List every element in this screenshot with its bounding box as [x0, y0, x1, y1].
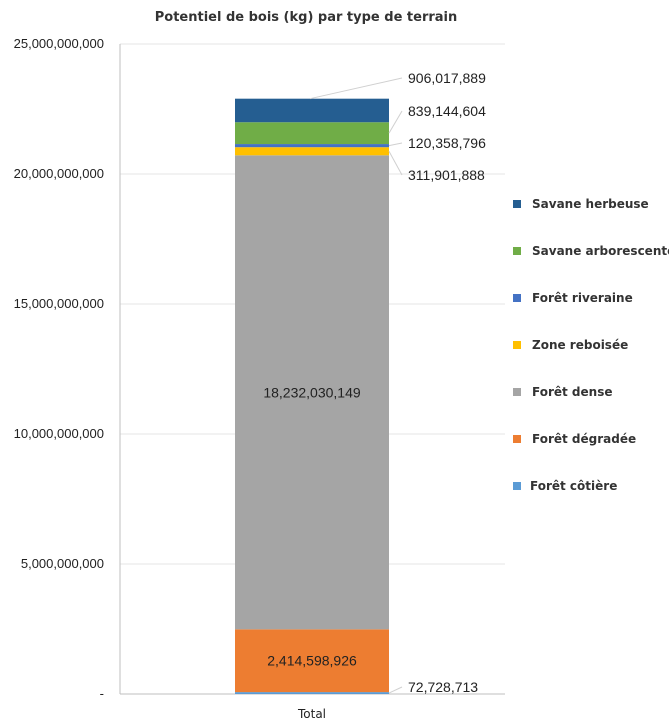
bar-segment: [235, 144, 389, 148]
y-tick-label: -: [100, 686, 104, 701]
legend: Savane herbeuse Savane arborescente Forêt …: [513, 197, 669, 493]
legend-swatch: [513, 388, 521, 396]
axes: - 5,000,000,000 10,000,000,000 15,000,000,0…: [14, 36, 505, 721]
data-label: 120,358,796: [408, 135, 486, 151]
y-tick-label: 15,000,000,000: [14, 296, 104, 311]
legend-label: Zone reboisée: [532, 338, 628, 352]
data-labels: 2,414,598,926 18,232,030,149 72,728,713 311…: [263, 70, 486, 695]
bars: [235, 98, 389, 694]
legend-swatch: [513, 435, 521, 443]
legend-swatch: [513, 247, 521, 255]
leader-line: [388, 686, 403, 694]
legend-label: Forêt riveraine: [532, 291, 633, 305]
data-label: 311,901,888: [408, 167, 485, 183]
bar-segment: [235, 629, 389, 693]
leader-line: [388, 151, 403, 176]
bar-segment: [235, 155, 389, 630]
y-tick-label: 25,000,000,000: [14, 36, 104, 51]
legend-label: Savane herbeuse: [532, 197, 649, 211]
bar-segment: [235, 122, 389, 145]
leader-line: [309, 77, 403, 100]
legend-swatch: [513, 294, 521, 302]
data-label: 906,017,889: [408, 70, 486, 86]
legend-label: Forêt côtière: [530, 479, 617, 493]
y-tick-label: 5,000,000,000: [21, 556, 104, 571]
data-label: 2,414,598,926: [267, 653, 357, 669]
bar-segment: [235, 98, 389, 123]
legend-label: Forêt dense: [532, 385, 612, 399]
x-tick-label: Total: [297, 707, 326, 721]
leader-line: [388, 142, 403, 147]
legend-label: Forêt dégradée: [532, 432, 636, 446]
legend-swatch: [513, 200, 521, 208]
y-tick-label: 20,000,000,000: [14, 166, 104, 181]
chart-title: Potentiel de bois (kg) par type de terra…: [155, 10, 458, 25]
data-label: 18,232,030,149: [263, 384, 361, 400]
y-tick-label: 10,000,000,000: [14, 426, 104, 441]
legend-swatch: [513, 482, 521, 490]
leader-line: [388, 110, 403, 134]
legend-label: Savane arborescente: [532, 244, 669, 258]
bar-segment: [235, 147, 389, 156]
bar-segment: [235, 692, 389, 694]
data-label: 839,144,604: [408, 103, 486, 119]
legend-swatch: [513, 341, 521, 349]
data-label: 72,728,713: [408, 679, 478, 695]
